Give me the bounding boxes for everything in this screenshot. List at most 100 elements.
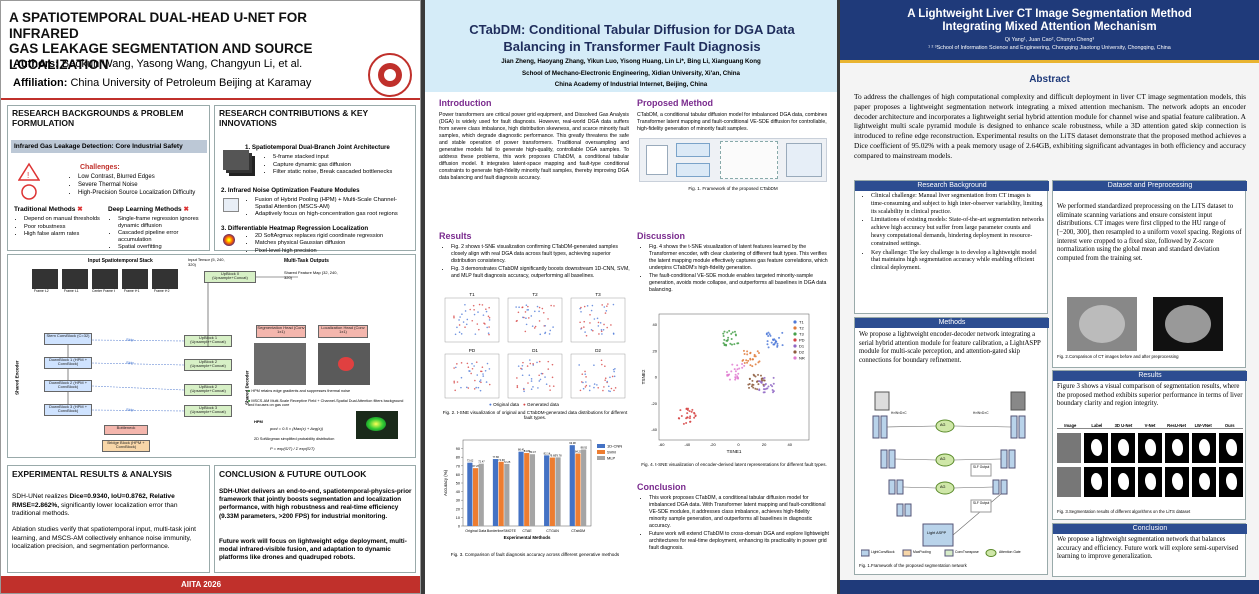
panel-point: [515, 320, 518, 322]
panel-point: [485, 381, 488, 383]
panel-point: [585, 376, 587, 378]
panel-point: [585, 384, 588, 387]
scatter-point: [727, 336, 730, 339]
scatter-point: [770, 341, 773, 344]
segmentation-rows: [1057, 433, 1243, 497]
panel-point: [597, 386, 600, 389]
figure-3-caption: Fig. 3.Segmentation results of different…: [1057, 509, 1191, 514]
scatter-point: [756, 388, 759, 391]
panel-point: [544, 376, 546, 378]
panel-point: [601, 304, 603, 306]
panel-point: [541, 307, 544, 310]
scatter-point: [781, 331, 784, 334]
panel-point: [488, 326, 490, 328]
scatter-point: [723, 330, 726, 333]
panel-point: [454, 389, 456, 392]
panel-point: [522, 316, 524, 319]
architecture-diagram: Input Spatiotemporal Stack Multi-Task Ou…: [7, 254, 416, 458]
header-accent: [840, 60, 1259, 63]
scatter-point: [754, 355, 757, 358]
legend-label: PD: [799, 338, 805, 343]
mask-thumbnail: [1219, 467, 1243, 497]
panel-point: [607, 390, 610, 392]
scatter-point: [725, 344, 728, 347]
section-heading: EXPERIMENTAL RESULTS & ANALYSIS: [12, 469, 172, 479]
mask-thumbnail: [1192, 467, 1216, 497]
scatter-point: [757, 361, 760, 364]
scatter-point: [768, 333, 771, 336]
poster-gas-leakage: A SPATIOTEMPORAL DUAL-HEAD U-NET FOR INF…: [0, 0, 421, 594]
panel-point: [604, 365, 606, 368]
panel-point: [584, 373, 587, 375]
panel-point: [612, 332, 615, 335]
deep-heading: Deep Learning Methods ✖: [108, 206, 189, 213]
panel-point: [597, 321, 600, 324]
panel-point: [469, 308, 472, 311]
panel-point: [590, 329, 593, 331]
latent-tsne-svg: -60 -40 -20 0 20 40 -40 -20 0 20 40 TSNE1 TSNE2 T1T2T…: [641, 313, 810, 454]
panel-point: [523, 388, 525, 391]
scatter-point: [766, 340, 769, 343]
scatter-point: [747, 383, 750, 386]
panel-point: [601, 363, 603, 366]
mask-thumbnail: [1219, 433, 1243, 463]
panel-point: [453, 315, 455, 317]
y-tick-label: 60: [456, 473, 460, 477]
panel-point: [583, 326, 585, 328]
legend-swatch: [597, 450, 605, 454]
panel-point: [456, 381, 459, 383]
liver-mask: [1198, 473, 1211, 490]
attention-gate-label: AG: [940, 423, 946, 427]
introduction-text: Power transformers are critical power gr…: [439, 112, 629, 182]
conclusion-heading: Conclusion: [637, 482, 686, 492]
discussion-heading: Discussion: [637, 231, 686, 241]
panel-point: [547, 368, 550, 370]
scatter-point: [757, 351, 760, 354]
bar-value-label: 79.60: [549, 454, 556, 458]
panel-point: [606, 326, 608, 329]
results-text: Figure 3 shows a visual comparison of se…: [1057, 383, 1243, 408]
scatter-point: [747, 359, 750, 362]
downblock-1: DownBlock 1 (HPM + ConvBlock): [44, 357, 92, 369]
attention-gate-label: AG: [940, 485, 946, 489]
panel-point: [609, 376, 611, 379]
tensor-label: Input Tensor (5, 240, 320): [188, 257, 225, 267]
scatter-point: [772, 382, 775, 385]
x-tick-label: Original Data: [465, 529, 486, 533]
mask-thumbnail: [1111, 433, 1135, 463]
bridge-block: Bridge Block (HPM + ConvBlock): [102, 440, 150, 452]
panel-point: [518, 306, 520, 309]
panel-point: [613, 370, 615, 373]
panel-point: [475, 386, 477, 389]
plot-frame: [658, 313, 810, 441]
panel-point: [458, 319, 460, 321]
mask-thumbnail: [1165, 467, 1189, 497]
panel-point: [533, 327, 536, 329]
panel-point: [549, 329, 552, 332]
scatter-point: [723, 338, 726, 341]
panel-point: [530, 378, 533, 380]
panel-point: [540, 372, 543, 375]
bar: [544, 455, 550, 526]
y-tick-label: 20: [456, 507, 460, 511]
scatter-point: [691, 408, 694, 411]
scatter-point: [751, 379, 754, 382]
panel-point: [611, 375, 614, 378]
panel-point: [585, 381, 587, 383]
panel-point: [593, 364, 595, 367]
panel-point: [476, 374, 479, 376]
conclusion-text: We propose a lightweight segmentation ne…: [1057, 536, 1238, 561]
scatter-point: [693, 411, 696, 414]
panel-point: [614, 387, 617, 389]
input-frames: Frame t-2 Frame t-1 Center Frame t Frame…: [32, 269, 182, 297]
panel-point: [604, 377, 607, 379]
figure-1-caption: Fig. 1. Framework of the proposed CTabDM: [688, 186, 778, 191]
discussion-list: Fig. 4 shows the t-SNE visualization of …: [639, 244, 829, 295]
accuracy-chart: 0 10 20 30 40 50 60 70 80 90 73.62 67.26 72.47 Origin…: [439, 432, 631, 552]
ct-thumbnail: [1057, 467, 1081, 497]
scatter-point: [772, 376, 775, 379]
section-contributions: RESEARCH CONTRIBUTIONS & KEY INNOVATIONS…: [214, 105, 416, 254]
panel-point: [464, 326, 466, 328]
dim-label: H×W×D×C: [891, 411, 907, 415]
scatter-point: [757, 373, 760, 376]
